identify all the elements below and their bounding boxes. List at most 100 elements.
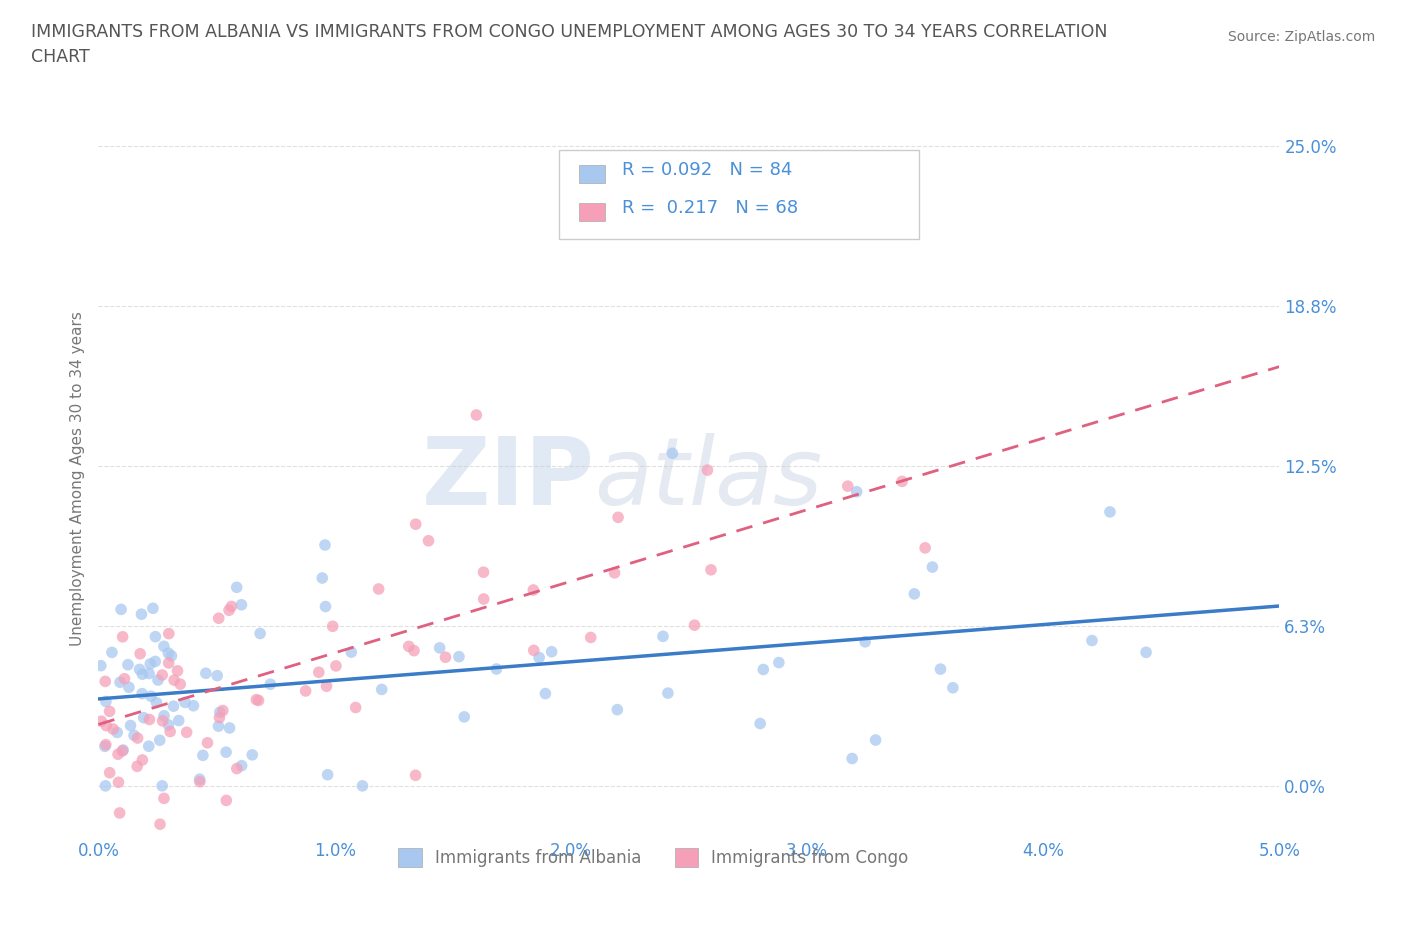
Point: [914, 540, 936, 555]
Point: [150, 778, 173, 793]
Point: [163, 672, 186, 687]
Point: [157, 626, 180, 641]
Point: [128, 662, 150, 677]
Point: [398, 639, 420, 654]
Point: [127, 731, 149, 746]
Point: [607, 510, 630, 525]
Point: [218, 603, 240, 618]
Point: [540, 644, 562, 659]
Point: [418, 533, 440, 548]
Point: [367, 581, 389, 596]
Point: [108, 805, 131, 820]
Point: [845, 485, 868, 499]
Point: [150, 668, 173, 683]
Point: [472, 591, 495, 606]
Point: [661, 446, 683, 461]
Point: [700, 563, 723, 578]
Point: [314, 538, 336, 552]
Point: [579, 630, 602, 644]
Point: [146, 672, 169, 687]
Point: [120, 718, 142, 733]
Point: [160, 648, 183, 663]
Point: [129, 646, 152, 661]
Legend: Immigrants from Albania, Immigrants from Congo: Immigrants from Albania, Immigrants from…: [389, 839, 917, 875]
Point: [221, 599, 243, 614]
Point: [1098, 504, 1121, 519]
Point: [308, 665, 330, 680]
Point: [523, 643, 546, 658]
Point: [183, 698, 205, 713]
Text: R =  0.217   N = 68: R = 0.217 N = 68: [621, 199, 797, 218]
Point: [215, 793, 238, 808]
Point: [111, 630, 134, 644]
Point: [344, 700, 367, 715]
Point: [212, 703, 235, 718]
Text: IMMIGRANTS FROM ALBANIA VS IMMIGRANTS FROM CONGO UNEMPLOYMENT AMONG AGES 30 TO 3: IMMIGRANTS FROM ALBANIA VS IMMIGRANTS FR…: [31, 23, 1108, 66]
Point: [370, 682, 392, 697]
Point: [145, 630, 167, 644]
Point: [157, 717, 180, 732]
Point: [229, 100, 252, 115]
Point: [472, 565, 495, 579]
Point: [752, 662, 775, 677]
Point: [606, 702, 628, 717]
Point: [921, 560, 943, 575]
Point: [294, 684, 316, 698]
Point: [215, 745, 238, 760]
Text: ZIP: ZIP: [422, 433, 595, 525]
Point: [207, 719, 229, 734]
Point: [143, 654, 166, 669]
Point: [205, 669, 228, 684]
Point: [231, 597, 253, 612]
Point: [208, 705, 231, 720]
Point: [153, 709, 176, 724]
Point: [245, 692, 267, 707]
Point: [149, 733, 172, 748]
Point: [522, 582, 544, 597]
Point: [247, 693, 270, 708]
Point: [112, 743, 135, 758]
Point: [98, 704, 121, 719]
Point: [485, 661, 508, 676]
Point: [94, 737, 117, 752]
Point: [768, 655, 790, 670]
Point: [194, 666, 217, 681]
Point: [891, 474, 914, 489]
Point: [322, 618, 344, 633]
Point: [225, 761, 247, 776]
Point: [149, 817, 172, 831]
Point: [453, 710, 475, 724]
Point: [315, 679, 337, 694]
Point: [138, 738, 160, 753]
Point: [429, 641, 451, 656]
Point: [316, 767, 339, 782]
Point: [240, 748, 263, 763]
Point: [153, 790, 176, 805]
Point: [218, 721, 240, 736]
Point: [118, 680, 141, 695]
Point: [534, 686, 557, 701]
Point: [108, 675, 131, 690]
Point: [340, 644, 363, 659]
Point: [696, 462, 718, 477]
Point: [929, 661, 952, 676]
Point: [94, 674, 117, 689]
Point: [197, 736, 219, 751]
Point: [111, 743, 134, 758]
Point: [166, 663, 188, 678]
Point: [657, 685, 679, 700]
Point: [231, 758, 253, 773]
Point: [841, 751, 863, 766]
Point: [311, 571, 333, 586]
Point: [167, 713, 190, 728]
FancyBboxPatch shape: [579, 203, 605, 221]
Point: [903, 587, 925, 602]
Point: [94, 694, 117, 709]
Point: [107, 747, 129, 762]
Text: R = 0.092   N = 84: R = 0.092 N = 84: [621, 161, 792, 179]
Point: [865, 733, 887, 748]
Point: [94, 778, 117, 793]
Point: [352, 778, 374, 793]
Point: [131, 667, 153, 682]
Point: [98, 765, 121, 780]
